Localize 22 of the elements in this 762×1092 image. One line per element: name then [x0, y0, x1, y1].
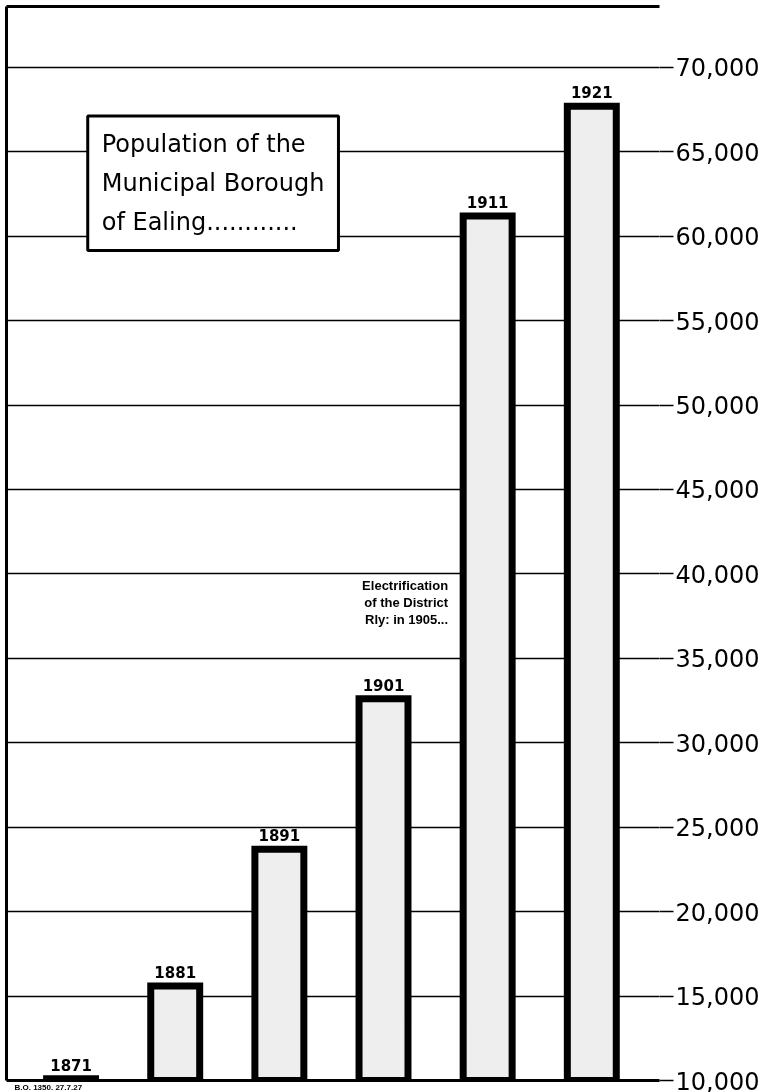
- y-tick-label: 35,000: [675, 645, 760, 674]
- y-tick-label: 70,000: [675, 54, 760, 83]
- y-tick-label: 20,000: [675, 898, 760, 927]
- y-tick-label: 15,000: [675, 983, 760, 1012]
- y-tick-label: 45,000: [675, 476, 760, 505]
- text: B.O. 1350. 27.7.27: [14, 1083, 83, 1092]
- y-tick-label: 50,000: [675, 392, 760, 421]
- x-tick-label: 1911: [466, 193, 509, 212]
- text: Population of the Municipal Borough of Ealing............: [101, 130, 325, 237]
- x-tick-label: 1891: [258, 827, 301, 846]
- y-tick-label: 30,000: [675, 729, 760, 758]
- x-tick-label: 1901: [362, 676, 405, 695]
- x-tick-label: 1871: [50, 1056, 92, 1075]
- x-tick-label: 1921: [570, 84, 613, 103]
- annotation: Electrification of the District Rly: in 1905...: [362, 577, 449, 628]
- y-tick-label: 40,000: [675, 560, 760, 589]
- y-tick-label: 60,000: [675, 223, 760, 252]
- y-tick-label: 55,000: [675, 307, 760, 336]
- x-tick-label: 1881: [154, 963, 197, 982]
- y-tick-label: 10,000: [675, 1067, 760, 1092]
- y-tick-label: 25,000: [675, 814, 760, 843]
- y-tick-label: 65,000: [675, 138, 760, 167]
